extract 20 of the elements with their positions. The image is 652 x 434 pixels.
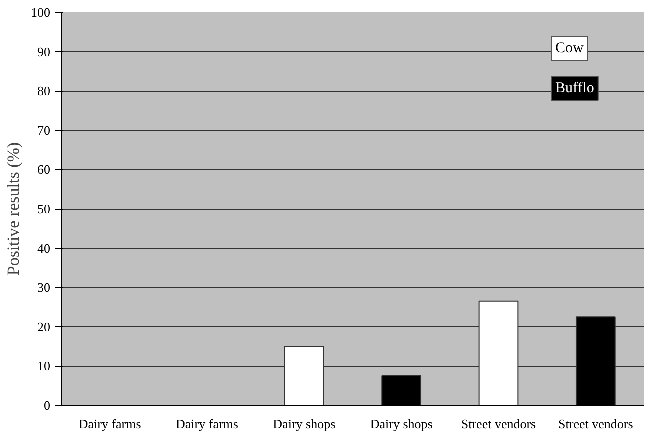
x-tick-label: Dairy shops [273, 416, 336, 432]
y-tick-label: 0 [44, 398, 50, 413]
x-tick-label: Dairy farms [176, 416, 238, 432]
x-tick-label: Street vendors [558, 416, 634, 432]
y-tick-label: 10 [38, 358, 50, 374]
y-tick-label: 50 [38, 202, 50, 216]
y-tick-label: 90 [38, 44, 50, 60]
x-tick-label: Dairy shops [370, 416, 433, 432]
y-tick-label: 70 [38, 122, 50, 138]
y-tick-label: 80 [38, 84, 50, 99]
y-tick-label: 30 [38, 280, 50, 296]
y-tick-label: 60 [38, 162, 50, 178]
x-tick-label: Dairy farms [78, 416, 142, 432]
text: Bufflo [556, 80, 594, 96]
y-tick-label: 100 [31, 5, 50, 20]
text: Cow [556, 40, 584, 56]
y-tick-label: 20 [38, 319, 50, 334]
y-axis-title: Positive results (%) [4, 142, 23, 276]
y-tick-label: 40 [38, 240, 50, 256]
x-tick-label: Street vendors [461, 416, 536, 432]
